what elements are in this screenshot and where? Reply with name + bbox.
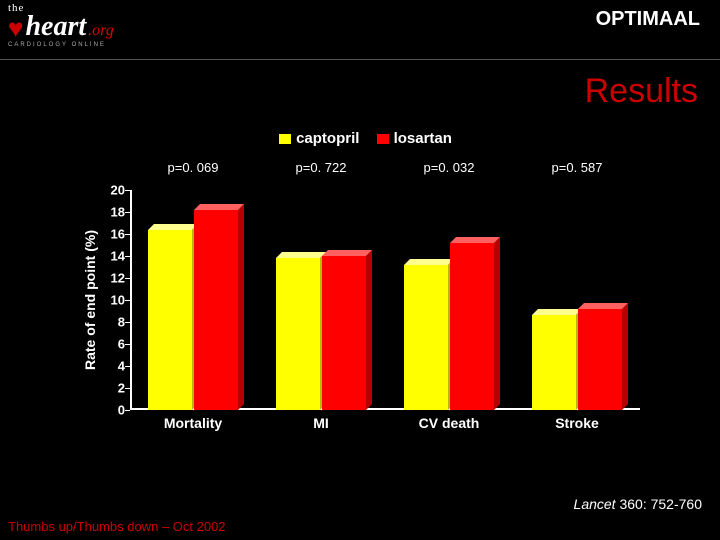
y-tick-mark	[125, 300, 130, 301]
heart-icon: ♥	[8, 18, 23, 39]
bar-top	[276, 252, 326, 258]
y-tick-mark	[125, 344, 130, 345]
p-value: p=0. 069	[168, 160, 219, 175]
bar-top	[194, 204, 244, 210]
bar	[194, 210, 238, 410]
x-tick-label: Stroke	[555, 415, 599, 431]
bar-top	[404, 259, 454, 265]
bar-top	[450, 237, 500, 243]
bar-top	[322, 250, 372, 256]
y-tick-label: 0	[100, 403, 125, 418]
y-tick-label: 18	[100, 205, 125, 220]
legend-label: losartan	[394, 130, 452, 147]
y-tick-mark	[125, 322, 130, 323]
header-study-name: OPTIMAAL	[596, 8, 700, 31]
footer-text: Thumbs up/Thumbs down – Oct 2002	[8, 519, 226, 534]
bar	[148, 230, 192, 410]
x-tick-label: CV death	[419, 415, 480, 431]
bar-side	[238, 204, 244, 410]
y-tick-label: 16	[100, 227, 125, 242]
bars-container: p=0. 069Mortalityp=0. 722MIp=0. 032CV de…	[130, 190, 640, 410]
y-tick-mark	[125, 278, 130, 279]
bar	[578, 309, 622, 410]
y-tick-label: 10	[100, 293, 125, 308]
chart: captopril losartan Rate of end point (%)…	[75, 130, 655, 450]
y-tick-label: 20	[100, 183, 125, 198]
legend-swatch	[376, 133, 390, 145]
legend: captopril losartan	[75, 130, 655, 147]
p-value: p=0. 032	[424, 160, 475, 175]
logo-main: ♥ heart .org	[8, 14, 158, 40]
x-tick-label: MI	[313, 415, 329, 431]
logo-org: .org	[88, 22, 114, 40]
bar	[322, 256, 366, 410]
plot-area: Rate of end point (%) p=0. 069Mortalityp…	[130, 190, 640, 410]
bar-top	[148, 224, 198, 230]
legend-item-captopril: captopril	[278, 130, 359, 147]
bar	[532, 315, 576, 410]
y-tick-mark	[125, 256, 130, 257]
y-tick-mark	[125, 212, 130, 213]
y-tick-mark	[125, 366, 130, 367]
logo-heart: heart	[25, 14, 86, 39]
legend-swatch	[278, 133, 292, 145]
y-axis-label: Rate of end point (%)	[82, 230, 98, 370]
bar-top	[578, 303, 628, 309]
legend-label: captopril	[296, 130, 359, 147]
y-tick-label: 2	[100, 381, 125, 396]
bar-side	[366, 250, 372, 410]
y-tick-label: 14	[100, 249, 125, 264]
y-tick-label: 6	[100, 337, 125, 352]
logo-subtitle: CARDIOLOGY ONLINE	[8, 42, 158, 48]
x-tick-label: Mortality	[164, 415, 222, 431]
slide-title: Results	[585, 72, 698, 111]
logo: the ♥ heart .org CARDIOLOGY ONLINE	[8, 2, 158, 48]
y-tick-label: 4	[100, 359, 125, 374]
bar	[404, 265, 448, 410]
bar-side	[622, 303, 628, 410]
bar	[450, 243, 494, 410]
y-tick-mark	[125, 410, 130, 411]
header: the ♥ heart .org CARDIOLOGY ONLINE OPTIM…	[0, 0, 720, 60]
y-tick-mark	[125, 190, 130, 191]
citation-journal: Lancet	[574, 496, 620, 512]
bar	[276, 258, 320, 410]
p-value: p=0. 587	[552, 160, 603, 175]
bar-side	[494, 237, 500, 410]
y-tick-label: 8	[100, 315, 125, 330]
y-tick-mark	[125, 388, 130, 389]
legend-item-losartan: losartan	[376, 130, 452, 147]
y-tick-mark	[125, 234, 130, 235]
p-value: p=0. 722	[296, 160, 347, 175]
y-tick-label: 12	[100, 271, 125, 286]
citation: Lancet 360: 752-760	[574, 496, 702, 512]
bar-top	[532, 309, 582, 315]
citation-pages: 360: 752-760	[619, 496, 702, 512]
